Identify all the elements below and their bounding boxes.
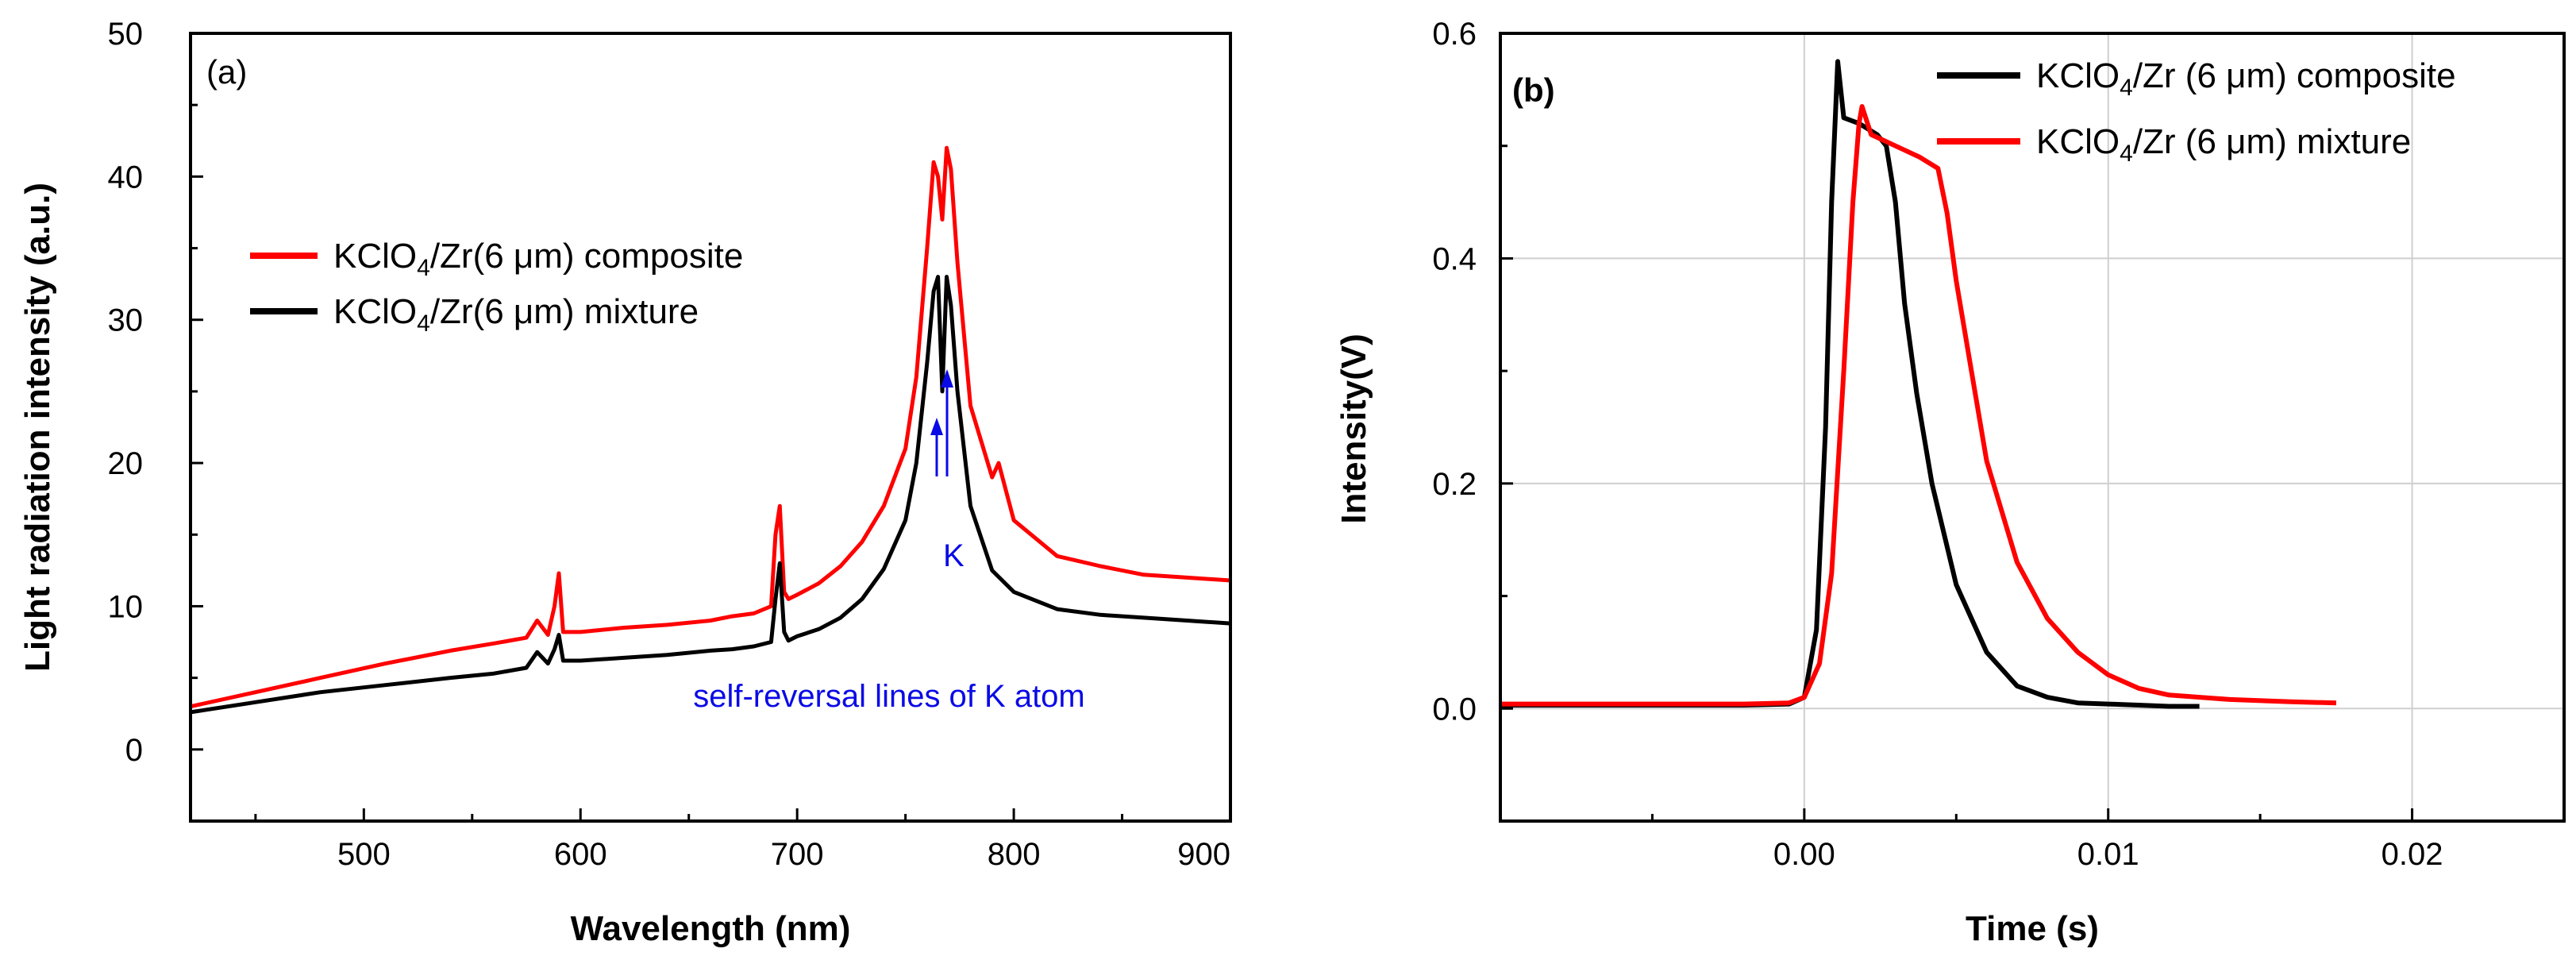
chart-a-ylabel: Light radiation intensity (a.u.) bbox=[18, 183, 57, 672]
chart-a-ytick-label-0: 0 bbox=[125, 733, 143, 768]
chart-a-xtick-label-3: 800 bbox=[988, 837, 1041, 872]
chart-a-ticks: 500 600 700 800 900 0 10 20 30 40 50 bbox=[108, 17, 1232, 872]
chart-a-xtick-label-2: 700 bbox=[771, 837, 824, 872]
chart-b: 0.00 0.01 0.02 0.0 0.2 0.4 0.6 (b) Time (s) In… bbox=[1334, 17, 2566, 948]
chart-a-xtick-label-4: 900 bbox=[1177, 837, 1230, 872]
chart-b-ytick-label-0: 0.0 bbox=[1432, 692, 1477, 727]
chart-a-legend: KClO4/Zr(6 μm) composite KClO4/Zr(6 μm) … bbox=[250, 237, 743, 337]
chart-a-panel-label: (a) bbox=[206, 53, 247, 91]
chart-b-panel-label: (b) bbox=[1512, 71, 1555, 109]
chart-b-ytick-label-1: 0.2 bbox=[1432, 467, 1477, 502]
chart-a-series-line-0 bbox=[190, 145, 1231, 709]
chart-a-frame bbox=[189, 32, 1232, 823]
chart-b-series bbox=[1500, 59, 2336, 709]
chart-b-series-line-0 bbox=[1500, 59, 2200, 709]
chart-a-legend-label-1: KClO4/Zr(6 μm) mixture bbox=[333, 292, 699, 337]
chart-a-ytick-label-2: 20 bbox=[108, 446, 144, 481]
chart-a-ytick-label-3: 30 bbox=[108, 303, 144, 338]
chart-b-legend-label-1: KClO4/Zr (6 μm) mixture bbox=[2036, 122, 2411, 167]
k-label: K bbox=[943, 538, 965, 573]
chart-a-xlabel: Wavelength (nm) bbox=[571, 909, 851, 948]
chart-a-ytick-label-4: 40 bbox=[108, 160, 144, 195]
chart-b-xtick-label-2: 0.02 bbox=[2382, 837, 2443, 872]
chart-b-series-line-1 bbox=[1500, 104, 2336, 707]
chart-a-legend-label-0: KClO4/Zr(6 μm) composite bbox=[333, 237, 743, 281]
chart-b-ytick-label-2: 0.4 bbox=[1432, 241, 1477, 276]
self-reversal-note: self-reversal lines of K atom bbox=[693, 679, 1085, 714]
k-arrow-right-head bbox=[941, 369, 953, 388]
chart-a-series-line-1 bbox=[190, 275, 1231, 715]
chart-a-xtick-label-1: 600 bbox=[554, 837, 607, 872]
chart-a-xtick-label-0: 500 bbox=[337, 837, 391, 872]
chart-b-xtick-label-1: 0.01 bbox=[2077, 837, 2139, 872]
chart-b-xlabel: Time (s) bbox=[1966, 909, 2099, 948]
chart-b-frame bbox=[1499, 32, 2566, 823]
chart-b-xtick-label-0: 0.00 bbox=[1773, 837, 1835, 872]
chart-b-ylabel: Intensity(V) bbox=[1334, 334, 1373, 524]
k-arrow-left-head bbox=[930, 418, 943, 435]
chart-b-ticks: 0.00 0.01 0.02 0.0 0.2 0.4 0.6 bbox=[1432, 17, 2443, 872]
chart-a: 500 600 700 800 900 0 10 20 30 40 50 (a) Wavelengt… bbox=[18, 17, 1232, 948]
chart-b-legend: KClO4/Zr (6 μm) composite KClO4/Zr (6 μm… bbox=[1937, 56, 2456, 167]
chart-b-ytick-label-3: 0.6 bbox=[1432, 17, 1477, 52]
chart-a-annotation: K self-reversal lines of K atom bbox=[693, 369, 1085, 714]
chart-a-ytick-label-1: 10 bbox=[108, 589, 144, 624]
chart-a-ytick-label-5: 50 bbox=[108, 17, 144, 52]
chart-a-series bbox=[190, 145, 1231, 715]
chart-b-legend-label-0: KClO4/Zr (6 μm) composite bbox=[2036, 56, 2456, 101]
